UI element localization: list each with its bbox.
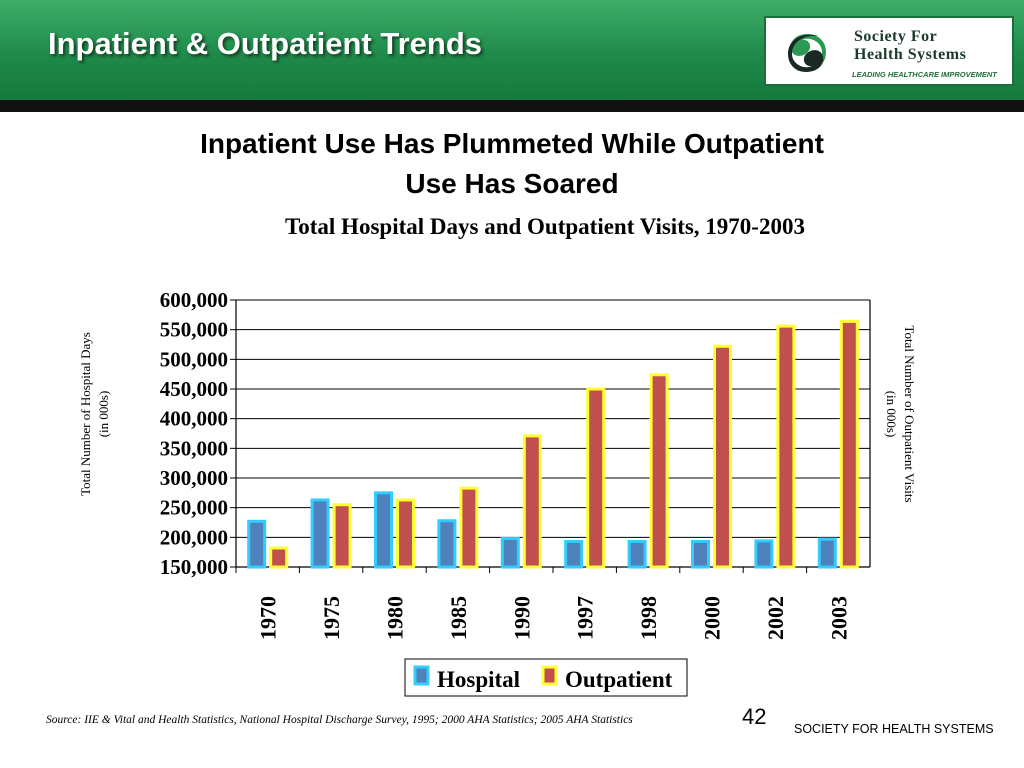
x-tick-label: 2003 (826, 596, 851, 640)
bar-hospital-1975 (310, 498, 330, 569)
title-bar: Inpatient & Outpatient Trends Society Fo… (0, 0, 1024, 100)
subtitle-line2: Use Has Soared (405, 168, 619, 199)
x-tick-label: 2002 (763, 596, 788, 640)
bar-outpatient-1980 (396, 498, 415, 569)
bar-outpatient-2002 (776, 324, 796, 569)
y-tick-label: 400,000 (160, 407, 228, 431)
bar-hospital-2003 (817, 537, 837, 569)
page-number: 42 (742, 704, 767, 729)
bar-hospital-2002 (754, 539, 774, 569)
bar-outpatient-1997 (586, 387, 606, 569)
y-tick-label: 500,000 (160, 347, 228, 371)
bar-outpatient-2003 (839, 319, 859, 569)
bar-hospital-1990 (500, 537, 520, 569)
x-tick-label: 1980 (383, 596, 408, 640)
header-divider (0, 100, 1024, 112)
logo-name-line2: Health Systems (854, 46, 967, 63)
y-tick-label: 300,000 (160, 466, 228, 490)
x-tick-label: 1970 (256, 596, 281, 640)
y-tick-label: 250,000 (160, 496, 228, 520)
y-axis-unit: (in 000s) (96, 391, 111, 438)
logo-name: Society For Health Systems (854, 28, 966, 64)
bar-hospital-1997 (564, 539, 584, 569)
legend-swatch-outpatient (541, 665, 558, 686)
subtitle-line1: Inpatient Use Has Plummeted While Outpat… (200, 128, 824, 159)
bar-hospital-1980 (374, 491, 393, 569)
y-tick-label: 150,000 (160, 555, 228, 579)
x-tick-label: 1998 (636, 596, 661, 640)
y-tick-label: 600,000 (160, 288, 228, 312)
bar-outpatient-2000 (713, 344, 732, 569)
y-tick-label: 350,000 (160, 436, 228, 460)
y-axis-label: Total Number of Hospital Days (78, 332, 93, 496)
bar-hospital-1985 (437, 519, 457, 569)
bar-outpatient-1970 (269, 546, 289, 569)
bar-hospital-1998 (627, 539, 647, 569)
logo-tagline: LEADING HEALTHCARE IMPROVEMENT (852, 70, 997, 79)
bar-outpatient-1985 (459, 486, 479, 569)
legend-label-outpatient: Outpatient (565, 667, 673, 692)
society-swirl-logo-icon (787, 33, 827, 73)
y-tick-label: 550,000 (160, 318, 228, 342)
bar-outpatient-1990 (522, 434, 542, 569)
footer-org-name: SOCIETY FOR HEALTH SYSTEMS (794, 722, 994, 736)
logo: Society For Health Systems LEADING HEALT… (764, 16, 1014, 86)
x-tick-label: 1997 (573, 596, 598, 640)
bar-outpatient-1998 (649, 373, 669, 569)
x-tick-label: 2000 (700, 596, 725, 640)
bar-outpatient-1975 (332, 503, 352, 569)
legend-label-hospital: Hospital (437, 667, 520, 692)
bar-hospital-2000 (691, 539, 710, 569)
slide-title: Inpatient & Outpatient Trends (48, 26, 483, 61)
y-tick-label: 450,000 (160, 377, 228, 401)
bar-hospital-1970 (247, 519, 267, 569)
logo-name-line1: Society For (854, 28, 938, 45)
y2-axis-label: Total Number of Outpatient Visits (902, 325, 917, 502)
x-tick-label: 1990 (509, 596, 534, 640)
y-tick-label: 200,000 (160, 525, 228, 549)
y2-axis-unit: (in 000s) (884, 391, 899, 438)
x-tick-label: 1985 (446, 596, 471, 640)
legend-swatch-hospital (413, 665, 430, 686)
source-note: Source: IIE & Vital and Health Statistic… (46, 714, 633, 726)
chart-title: Total Hospital Days and Outpatient Visit… (285, 214, 805, 239)
x-tick-label: 1975 (319, 596, 344, 640)
